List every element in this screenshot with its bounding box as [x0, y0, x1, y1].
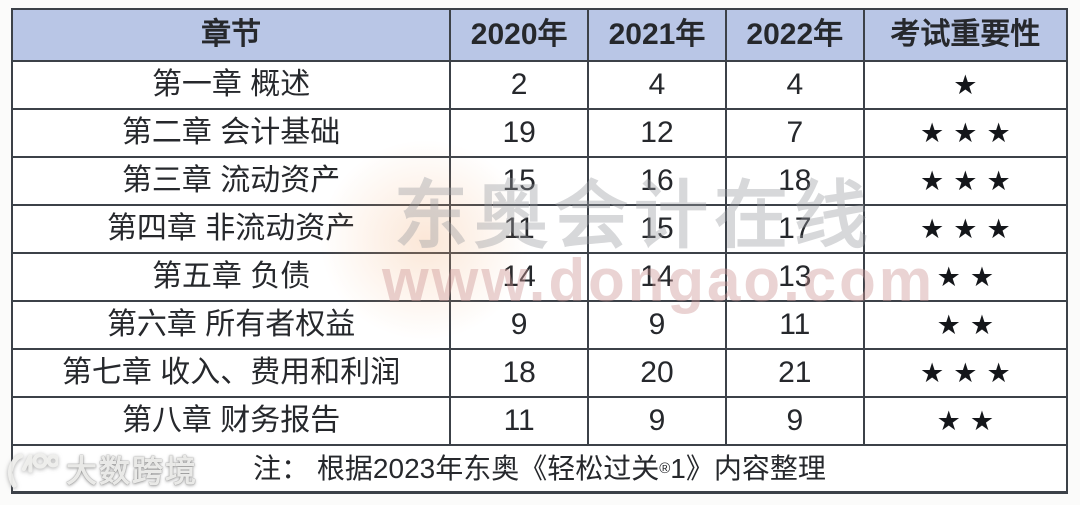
importance-stars-cell: ★★	[864, 398, 1066, 444]
header-importance: 考试重要性	[864, 10, 1066, 60]
logo-icon	[8, 452, 58, 488]
chapter-cell: 第七章 收入、费用和利润	[13, 350, 450, 396]
year-2021-cell: 4	[589, 62, 725, 108]
year-2020-cell: 2	[451, 62, 588, 108]
year-2022-cell: 18	[726, 158, 863, 204]
header-2022: 2022年	[726, 10, 863, 60]
year-2022-cell: 4	[726, 62, 863, 108]
importance-stars-cell: ★★★	[864, 350, 1066, 396]
importance-stars-cell: ★★★	[864, 206, 1066, 252]
header-2020: 2020年	[451, 10, 588, 60]
note-prefix: 注： 根据2023年东奥《轻松过关	[253, 452, 660, 484]
header-2021: 2021年	[589, 10, 725, 60]
importance-stars-cell: ★★★	[864, 158, 1066, 204]
year-2022-cell: 11	[726, 302, 863, 348]
year-2020-cell: 19	[451, 110, 588, 156]
table-note: 注： 根据2023年东奥《轻松过关 ® 1》内容整理	[13, 446, 1066, 491]
logo-text: 大数跨境	[66, 454, 198, 489]
year-2021-cell: 16	[589, 158, 725, 204]
year-2022-cell: 17	[726, 206, 863, 252]
importance-stars-cell: ★★	[864, 254, 1066, 300]
table-row: 第四章 非流动资产 11 15 17 ★★★	[13, 206, 1066, 252]
note-suffix: 1》内容整理	[670, 452, 826, 484]
chapter-cell: 第六章 所有者权益	[13, 302, 450, 348]
year-2020-cell: 18	[451, 350, 588, 396]
year-2020-cell: 15	[451, 158, 588, 204]
year-2022-cell: 9	[726, 398, 863, 444]
year-2022-cell: 13	[726, 254, 863, 300]
table-row: 第六章 所有者权益 9 9 11 ★★	[13, 302, 1066, 348]
chapter-cell: 第四章 非流动资产	[13, 206, 450, 252]
year-2021-cell: 14	[589, 254, 725, 300]
year-2021-cell: 12	[589, 110, 725, 156]
importance-stars-cell: ★★	[864, 302, 1066, 348]
year-2020-cell: 11	[451, 398, 588, 444]
chapter-cell: 第三章 流动资产	[13, 158, 450, 204]
year-2021-cell: 20	[589, 350, 725, 396]
table-row: 第三章 流动资产 15 16 18 ★★★	[13, 158, 1066, 204]
year-2022-cell: 21	[726, 350, 863, 396]
year-2021-cell: 15	[589, 206, 725, 252]
chapter-cell: 第一章 概述	[13, 62, 450, 108]
table-row: 第七章 收入、费用和利润 18 20 21 ★★★	[13, 350, 1066, 396]
year-2022-cell: 7	[726, 110, 863, 156]
table-row: 第一章 概述 2 4 4 ★	[13, 62, 1066, 108]
year-2020-cell: 9	[451, 302, 588, 348]
year-2020-cell: 11	[451, 206, 588, 252]
chapter-score-table: 章节 2020年 2021年 2022年 考试重要性 第一章 概述 2 4 4 …	[11, 8, 1068, 494]
header-chapter: 章节	[13, 10, 450, 60]
importance-stars-cell: ★	[864, 62, 1066, 108]
chapter-cell: 第五章 负债	[13, 254, 450, 300]
dashukuajing-logo: 大数跨境	[6, 446, 198, 491]
chapter-cell: 第八章 财务报告	[13, 398, 450, 444]
year-2020-cell: 14	[451, 254, 588, 300]
table-footer-row: 注： 根据2023年东奥《轻松过关 ® 1》内容整理	[13, 446, 1066, 491]
table-row: 第二章 会计基础 19 12 7 ★★★	[13, 110, 1066, 156]
table-header-row: 章节 2020年 2021年 2022年 考试重要性	[13, 10, 1066, 60]
year-2021-cell: 9	[589, 398, 725, 444]
year-2021-cell: 9	[589, 302, 725, 348]
importance-stars-cell: ★★★	[864, 110, 1066, 156]
chapter-cell: 第二章 会计基础	[13, 110, 450, 156]
table-row: 第八章 财务报告 11 9 9 ★★	[13, 398, 1066, 444]
table-row: 第五章 负债 14 14 13 ★★	[13, 254, 1066, 300]
